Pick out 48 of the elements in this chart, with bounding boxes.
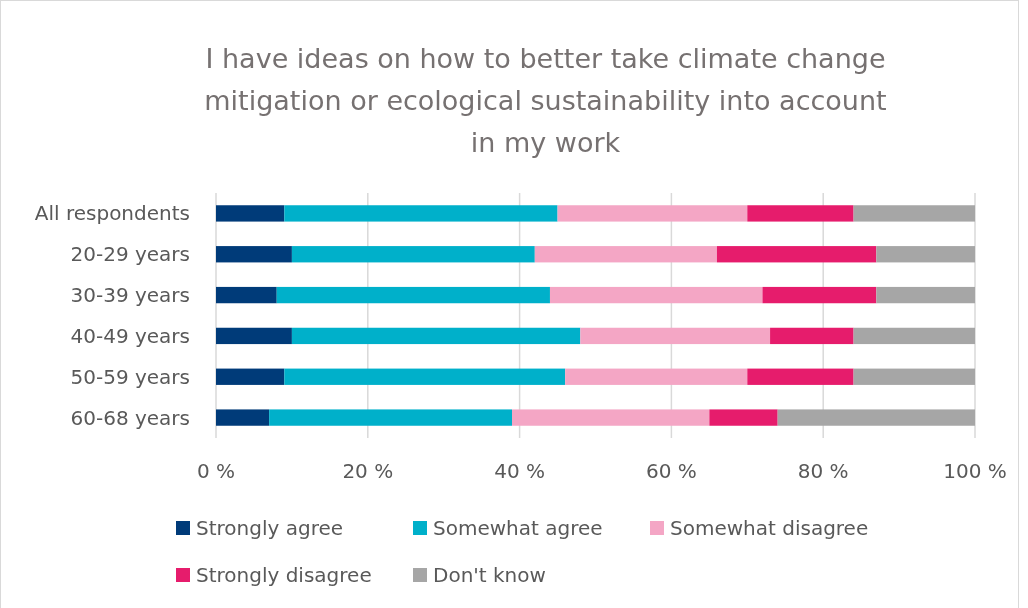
- legend-label: Somewhat disagree: [670, 516, 869, 540]
- chart-title: I have ideas on how to better take climate change mitigation or ecological sustainability into account in my work: [204, 43, 887, 158]
- bar: [269, 409, 513, 426]
- bar: [291, 327, 581, 345]
- bar: [716, 246, 877, 263]
- bar: [876, 286, 975, 304]
- bar: [284, 368, 566, 385]
- bar: [747, 368, 854, 385]
- x-tick-label: 60 %: [645, 459, 697, 483]
- bar: [557, 205, 748, 222]
- bar: [216, 246, 292, 263]
- x-tick-label: 100 %: [943, 459, 1007, 483]
- bar: [216, 327, 292, 345]
- bar: [853, 327, 975, 345]
- bar: [276, 286, 550, 304]
- bar: [853, 368, 975, 385]
- bar: [709, 409, 778, 426]
- bar: [549, 286, 763, 304]
- bar: [777, 409, 975, 426]
- x-tick-label: 80 %: [797, 459, 849, 483]
- bar: [747, 205, 854, 222]
- bar: [534, 246, 717, 263]
- bar: [291, 246, 535, 263]
- bar: [580, 327, 771, 345]
- bar: [216, 286, 277, 304]
- y-tick-label: 60-68 years: [70, 405, 190, 430]
- y-tick-label: 40-49 years: [70, 323, 190, 348]
- bar: [216, 409, 270, 426]
- bar: [770, 327, 854, 345]
- x-tick-label: 40 %: [494, 459, 546, 483]
- bar: [512, 409, 710, 426]
- bar: [565, 368, 748, 385]
- legend-label: Somewhat agree: [433, 516, 603, 540]
- bar: [853, 205, 975, 222]
- bar: [876, 246, 975, 263]
- bar: [216, 205, 285, 222]
- legend-label: Strongly disagree: [196, 563, 372, 587]
- legend-label: Don't know: [433, 563, 546, 587]
- bar: [284, 205, 558, 222]
- x-tick-label: 0 %: [196, 459, 236, 483]
- bar: [216, 368, 285, 385]
- y-tick-label: 30-39 years: [70, 283, 190, 308]
- bar: [762, 286, 877, 304]
- y-tick-label: All respondents: [34, 201, 190, 226]
- x-tick-label: 20 %: [342, 459, 394, 483]
- y-tick-label: 50-59 years: [70, 364, 190, 389]
- legend-label: Strongly agree: [196, 516, 344, 540]
- y-tick-label: 20-29 years: [70, 242, 190, 267]
